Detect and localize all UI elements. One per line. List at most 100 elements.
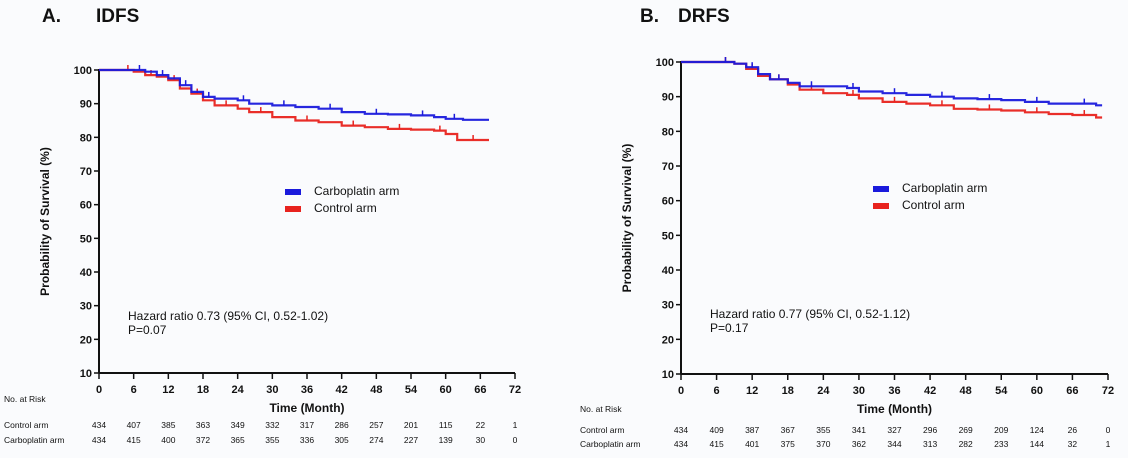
km-curve-control-arm — [99, 68, 489, 142]
x-tick-label: 6 — [714, 385, 720, 397]
y-axis-label: Probability of Survival (%) — [620, 144, 634, 293]
legend-swatch — [285, 189, 301, 195]
legend-swatch — [873, 203, 889, 209]
risk-count: 296 — [923, 425, 937, 435]
p-value-text: P=0.07 — [128, 323, 167, 337]
x-tick-label: 42 — [924, 385, 936, 397]
hazard-ratio-text: Hazard ratio 0.77 (95% CI, 0.52-1.12) — [710, 307, 910, 321]
risk-table-header: No. at Risk — [4, 394, 46, 404]
risk-table-header: No. at Risk — [580, 404, 622, 414]
x-tick-label: 24 — [232, 384, 245, 396]
y-tick-label: 60 — [80, 200, 92, 212]
x-tick-label: 0 — [96, 384, 102, 396]
x-tick-label: 30 — [266, 384, 278, 396]
risk-count: 415 — [127, 435, 141, 445]
risk-count: 233 — [994, 439, 1008, 449]
x-tick-label: 18 — [782, 385, 794, 397]
x-tick-label: 30 — [853, 385, 865, 397]
risk-count: 124 — [1030, 425, 1044, 435]
risk-count: 269 — [959, 425, 973, 435]
risk-count: 400 — [161, 435, 175, 445]
risk-count: 434 — [92, 420, 106, 430]
risk-count: 415 — [709, 439, 723, 449]
risk-count: 363 — [196, 420, 210, 430]
x-tick-label: 0 — [678, 385, 684, 397]
risk-count: 355 — [265, 435, 279, 445]
y-tick-label: 30 — [662, 300, 674, 312]
risk-count: 367 — [781, 425, 795, 435]
risk-count: 362 — [852, 439, 866, 449]
risk-count: 434 — [674, 439, 688, 449]
risk-count: 365 — [231, 435, 245, 445]
risk-count: 257 — [369, 420, 383, 430]
risk-row-label: Control arm — [580, 425, 624, 435]
y-tick-label: 100 — [74, 65, 92, 77]
x-axis-label: Time (Month) — [857, 402, 932, 416]
panel-title: IDFS — [96, 6, 139, 27]
x-tick-label: 6 — [131, 384, 137, 396]
risk-count: 355 — [816, 425, 830, 435]
risk-count: 274 — [369, 435, 383, 445]
risk-count: 286 — [335, 420, 349, 430]
x-tick-label: 36 — [301, 384, 313, 396]
x-tick-label: 72 — [509, 384, 521, 396]
x-tick-label: 18 — [197, 384, 209, 396]
risk-count: 115 — [439, 420, 453, 430]
legend-swatch — [873, 186, 889, 192]
risk-count: 341 — [852, 425, 866, 435]
risk-count: 372 — [196, 435, 210, 445]
risk-count: 349 — [231, 420, 245, 430]
risk-count: 22 — [476, 420, 486, 430]
risk-count: 0 — [1106, 425, 1111, 435]
legend-label: Carboplatin arm — [902, 181, 987, 195]
risk-count: 1 — [513, 420, 518, 430]
risk-count: 409 — [709, 425, 723, 435]
risk-count: 313 — [923, 439, 937, 449]
risk-count: 317 — [300, 420, 314, 430]
y-tick-label: 30 — [80, 301, 92, 313]
risk-count: 305 — [335, 435, 349, 445]
risk-count: 401 — [745, 439, 759, 449]
y-tick-label: 50 — [80, 233, 92, 245]
y-axis-label: Probability of Survival (%) — [38, 147, 52, 296]
y-tick-label: 90 — [80, 99, 92, 111]
risk-row-label: Carboplatin arm — [4, 435, 64, 445]
panel-title: DRFS — [678, 6, 730, 27]
x-tick-label: 60 — [1031, 385, 1043, 397]
risk-count: 282 — [959, 439, 973, 449]
x-tick-label: 24 — [817, 385, 830, 397]
legend-label: Control arm — [314, 201, 377, 215]
risk-row-label: Carboplatin arm — [580, 439, 640, 449]
risk-count: 1 — [1106, 439, 1111, 449]
y-tick-label: 40 — [80, 267, 92, 279]
risk-count: 370 — [816, 439, 830, 449]
y-tick-label: 80 — [662, 126, 674, 138]
risk-count: 30 — [476, 435, 486, 445]
risk-count: 434 — [92, 435, 106, 445]
risk-count: 201 — [404, 420, 418, 430]
km-curve-carboplatin-arm — [681, 60, 1103, 107]
panel-label: A. — [42, 6, 61, 27]
risk-count: 227 — [404, 435, 418, 445]
km-curve-carboplatin-arm — [99, 68, 489, 121]
y-tick-label: 80 — [80, 132, 92, 144]
risk-count: 434 — [674, 425, 688, 435]
y-tick-label: 20 — [662, 334, 674, 346]
x-tick-label: 72 — [1102, 385, 1114, 397]
x-tick-label: 48 — [370, 384, 382, 396]
x-tick-label: 54 — [995, 385, 1008, 397]
risk-count: 0 — [513, 435, 518, 445]
x-tick-label: 12 — [162, 384, 174, 396]
p-value-text: P=0.17 — [710, 321, 749, 335]
risk-count: 336 — [300, 435, 314, 445]
x-axis-label: Time (Month) — [269, 401, 344, 415]
y-tick-label: 70 — [80, 166, 92, 178]
legend-swatch — [285, 206, 301, 212]
risk-count: 327 — [887, 425, 901, 435]
risk-count: 26 — [1068, 425, 1078, 435]
y-tick-label: 10 — [662, 369, 674, 381]
risk-count: 387 — [745, 425, 759, 435]
x-tick-label: 66 — [1066, 385, 1078, 397]
